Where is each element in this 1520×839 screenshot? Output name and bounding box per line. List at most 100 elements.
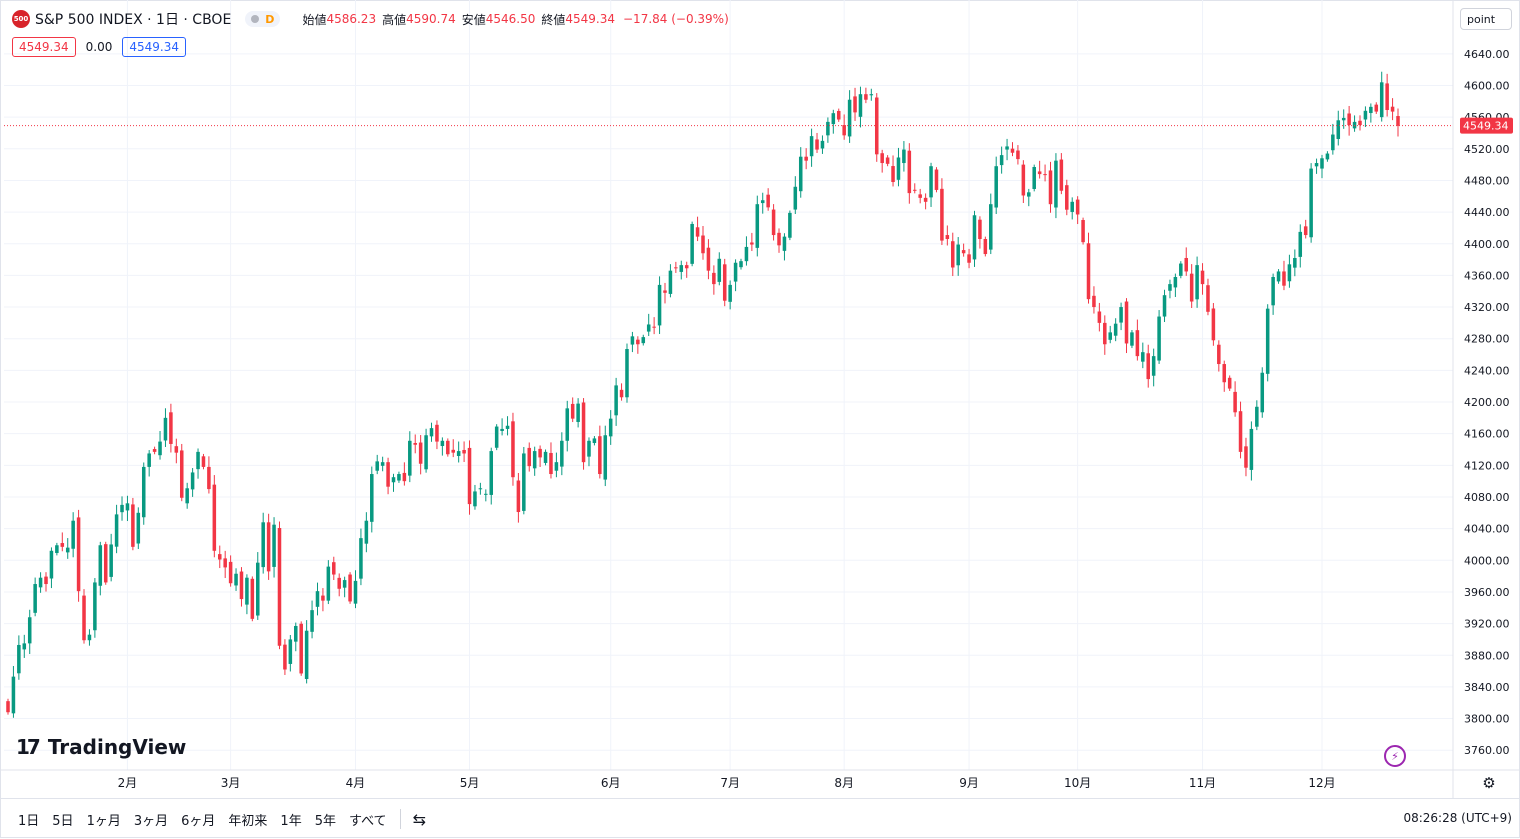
candle — [359, 528, 363, 586]
candle — [1249, 421, 1254, 481]
candle-body — [592, 438, 597, 444]
candle — [934, 167, 939, 193]
y-tick-label: 4320.00 — [1464, 301, 1510, 314]
range-6m[interactable]: 6ヶ月 — [181, 813, 216, 829]
candle-body — [684, 265, 689, 269]
candle-body — [663, 290, 667, 293]
candle-body — [1157, 316, 1161, 361]
range-5d[interactable]: 5日 — [52, 813, 74, 829]
candle-body — [1249, 428, 1254, 470]
candle-body — [923, 197, 928, 202]
candle — [788, 210, 792, 241]
candle-body — [989, 204, 993, 250]
candle-body — [1113, 323, 1118, 336]
candle-body — [874, 97, 879, 155]
candle-body — [581, 402, 586, 463]
candle — [625, 343, 629, 403]
candle — [1141, 342, 1145, 369]
scale-unit-button[interactable]: point — [1460, 8, 1512, 30]
candle — [793, 176, 798, 214]
candle — [87, 629, 92, 646]
range-1m[interactable]: 1ヶ月 — [86, 813, 121, 829]
candle-body — [1244, 446, 1248, 468]
candle — [1255, 400, 1259, 431]
candle-body — [1363, 110, 1368, 120]
candle-body — [76, 517, 81, 592]
lightning-icon[interactable]: ⚡ — [1384, 745, 1406, 767]
sell-price-button[interactable]: 4549.34 — [12, 37, 76, 57]
close-label: 終値 — [541, 12, 566, 27]
candle — [489, 447, 494, 505]
candle-body — [98, 545, 103, 586]
candle-body — [456, 451, 461, 456]
candle — [836, 108, 841, 122]
candle — [22, 634, 27, 658]
candle — [864, 87, 868, 104]
range-1y[interactable]: 1年 — [280, 813, 302, 829]
range-selector: 1日 5日 1ヶ月 3ヶ月 6ヶ月 年初来 1年 5年 すべて ⇆ — [18, 809, 426, 829]
range-3m[interactable]: 3ヶ月 — [133, 813, 169, 829]
candle-body — [256, 562, 260, 616]
market-status-pill[interactable]: D — [245, 11, 281, 27]
candle-body — [853, 96, 857, 113]
candle — [391, 473, 396, 492]
candle-body — [978, 219, 982, 240]
tradingview-logo[interactable]: 17 TradingView — [16, 735, 186, 759]
candle — [668, 264, 673, 298]
candle — [538, 445, 542, 467]
candle — [728, 280, 732, 310]
y-tick-label: 4040.00 — [1464, 523, 1510, 536]
candle — [1233, 381, 1237, 417]
candle — [733, 259, 738, 292]
price-chart[interactable]: 3760.00 3800.00 3840.00 3880.00 3920.00 3960.… — [0, 0, 1520, 798]
candle — [1331, 123, 1335, 155]
candle-body — [1043, 174, 1047, 176]
candle — [223, 550, 227, 579]
candle-body — [435, 424, 439, 442]
candle — [190, 468, 195, 497]
candle-body — [174, 446, 179, 453]
candle — [207, 456, 211, 494]
candle-body — [1010, 148, 1015, 153]
clock-timezone[interactable]: 08:26:28 (UTC+9) — [1403, 811, 1512, 825]
y-tick-label: 4480.00 — [1464, 174, 1510, 187]
low-value: 4546.50 — [485, 12, 536, 26]
candle — [364, 512, 369, 553]
y-tick-label: 4400.00 — [1464, 238, 1510, 251]
range-5y[interactable]: 5年 — [314, 813, 336, 829]
settings-icon[interactable]: ⚙ — [1482, 774, 1496, 792]
candle-body — [310, 610, 314, 632]
candle-body — [869, 94, 874, 96]
candle-body — [1016, 150, 1020, 160]
candle — [1217, 340, 1221, 372]
candle — [1184, 247, 1189, 276]
candle — [375, 454, 379, 475]
candle — [429, 422, 434, 442]
candle-body — [1309, 168, 1313, 238]
candle-body — [733, 262, 738, 282]
candle-body — [1168, 284, 1172, 291]
tradingview-mark-icon: 17 — [16, 735, 41, 759]
y-tick-label: 3760.00 — [1464, 744, 1510, 757]
candle-body — [511, 421, 515, 478]
candle — [1325, 151, 1330, 162]
candle — [771, 204, 776, 241]
candle-body — [505, 425, 510, 429]
range-all[interactable]: すべて — [348, 813, 387, 829]
symbol-title[interactable]: S&P 500 INDEX · 1日 · CBOE — [35, 12, 232, 28]
candle-body — [71, 520, 75, 549]
candle — [999, 146, 1004, 174]
candle — [114, 504, 119, 554]
candle — [212, 475, 217, 558]
range-1d[interactable]: 1日 — [18, 813, 40, 829]
candle-body — [478, 488, 483, 490]
range-ytd[interactable]: 年初来 — [228, 813, 268, 829]
candle — [1086, 232, 1091, 304]
date-range-icon[interactable]: ⇆ — [412, 809, 426, 829]
candle-body — [103, 544, 108, 583]
candle-body — [782, 236, 787, 251]
candle — [1260, 367, 1265, 418]
buy-price-button[interactable]: 4549.34 — [122, 37, 186, 57]
candle — [370, 466, 374, 533]
bid-ask-row: 4549.34 0.00 4549.34 — [12, 37, 186, 57]
